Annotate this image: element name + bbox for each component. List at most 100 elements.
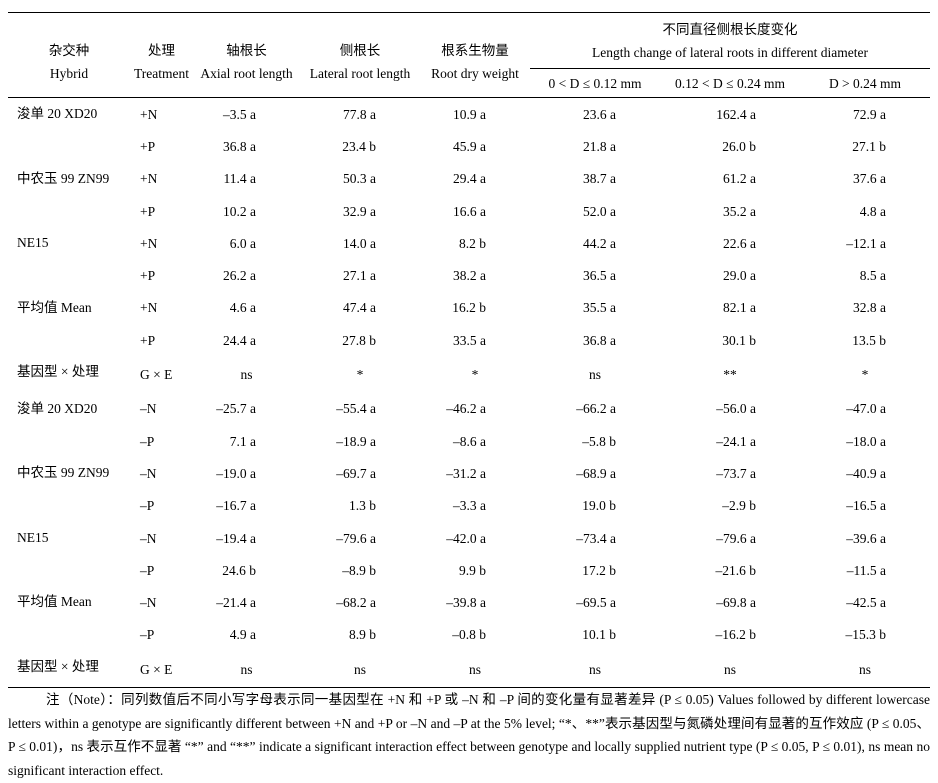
- value-cell: ns: [240, 367, 253, 383]
- treatment-cell: –N: [140, 530, 157, 546]
- header-row: 杂交种 Hybrid 处理 Treatment 轴根长 Axial root length…: [8, 12, 931, 81]
- table-body: 浚单 20 XD20 +N –3.5 a 77.8 a 10.9 a 23.6 a 162.…: [8, 98, 931, 688]
- value-cell: –21.4 a: [216, 595, 256, 611]
- hybrid-cell: NE15: [17, 235, 49, 251]
- value-cell: ns: [588, 367, 601, 383]
- treatment-cell: –P: [140, 562, 155, 578]
- value-cell: 38.2 a: [453, 268, 486, 284]
- value-cell: ns: [353, 661, 366, 677]
- value-cell: 52.0 a: [583, 203, 616, 219]
- treatment-cell: +P: [140, 138, 156, 154]
- value-cell: 30.1 b: [722, 332, 756, 348]
- value-cell: 9.9 b: [459, 562, 486, 578]
- value-cell: –40.9 a: [846, 465, 887, 481]
- treatment-cell: G × E: [140, 661, 173, 677]
- value-cell: –39.8 a: [446, 595, 486, 611]
- value-cell: –25.7 a: [216, 401, 256, 417]
- value-cell: 27.1 b: [852, 138, 887, 154]
- value-cell: 38.7 a: [583, 171, 616, 187]
- value-cell: 22.6 a: [723, 235, 756, 251]
- treatment-cell: –P: [140, 498, 155, 514]
- diameter-header: D > 0.24 mm: [828, 75, 902, 91]
- value-cell: 13.5 b: [852, 332, 887, 348]
- value-cell: 8.9 b: [349, 627, 376, 643]
- header-zh: 杂交种: [48, 43, 90, 58]
- data-row: –P 7.1 a –18.9 a –8.6 a –5.8 b –24.1 a –18.0 a: [8, 425, 930, 457]
- diameter-header: 0 < D ≤ 0.12 mm: [548, 75, 642, 91]
- value-cell: –46.2 a: [446, 401, 486, 417]
- value-cell: –39.6 a: [846, 530, 887, 546]
- value-cell: –55.4 a: [336, 401, 376, 417]
- treatment-cell: +N: [140, 171, 158, 187]
- treatment-cell: +N: [140, 106, 158, 122]
- data-row: +P 26.2 a 27.1 a 38.2 a 36.5 a 29.0 a 8.5 a: [8, 259, 930, 291]
- value-cell: 4.9 a: [229, 627, 256, 643]
- value-cell: –19.0 a: [216, 465, 256, 481]
- data-row: –P 24.6 b –8.9 b 9.9 b 17.2 b –21.6 b –11.5 a: [8, 554, 930, 586]
- value-cell: –16.2 b: [715, 627, 757, 643]
- value-cell: –42.0 a: [446, 530, 486, 546]
- hybrid-cell: 基因型 × 处理: [17, 659, 99, 675]
- value-cell: –79.6 a: [716, 530, 756, 546]
- data-row: +P 24.4 a 27.8 b 33.5 a 36.8 a 30.1 b 13.5 b: [8, 324, 930, 356]
- value-cell: 72.9 a: [853, 106, 887, 122]
- header-cell: 处理 Treatment: [130, 13, 193, 98]
- value-cell: –24.1 a: [716, 433, 756, 449]
- value-cell: 32.9 a: [343, 203, 376, 219]
- value-cell: ns: [240, 661, 253, 677]
- value-cell: 44.2 a: [583, 235, 616, 251]
- value-cell: –16.7 a: [216, 498, 256, 514]
- header-zh: 处理: [148, 43, 175, 58]
- value-cell: –11.5 a: [846, 562, 887, 578]
- header-en: Treatment: [134, 66, 189, 81]
- table-note: 注（Note）：同列数值后不同小写字母表示同一基因型在 +N 和 +P 或 –N…: [8, 692, 930, 778]
- value-cell: –16.5 a: [846, 498, 887, 514]
- treatment-cell: G × E: [140, 367, 173, 383]
- value-cell: 10.2 a: [223, 203, 256, 219]
- value-cell: –5.8 b: [582, 433, 616, 449]
- value-cell: 36.8 a: [223, 138, 256, 154]
- value-cell: 35.2 a: [723, 203, 756, 219]
- value-cell: 24.4 a: [223, 332, 256, 348]
- treatment-cell: –P: [140, 627, 155, 643]
- hybrid-cell: 基因型 × 处理: [17, 364, 99, 380]
- value-cell: 29.4 a: [453, 171, 486, 187]
- header-cell: 侧根长 Lateral root length: [300, 13, 420, 98]
- value-cell: –31.2 a: [446, 465, 486, 481]
- value-cell: –2.9 b: [722, 498, 756, 514]
- data-row: 中农玉 99 ZN99 +N 11.4 a 50.3 a 29.4 a 38.7 a 61.…: [8, 163, 930, 195]
- group-header: 不同直径侧根长度变化 Length change of lateral roots…: [530, 12, 931, 69]
- value-cell: 33.5 a: [453, 332, 486, 348]
- header-en: Axial root length: [200, 66, 293, 81]
- value-cell: –66.2 a: [576, 401, 616, 417]
- value-cell: 162.4 a: [716, 106, 756, 122]
- value-cell: ns: [468, 661, 481, 677]
- value-cell: 4.8 a: [859, 203, 887, 219]
- table-header: 杂交种 Hybrid 处理 Treatment 轴根长 Axial root length…: [8, 12, 931, 98]
- header-zh: 不同直径侧根长度变化: [662, 21, 798, 37]
- data-row: –P 4.9 a 8.9 b –0.8 b 10.1 b –16.2 b –15.3 b: [8, 619, 930, 651]
- value-cell: ns: [588, 661, 601, 677]
- value-cell: 32.8 a: [853, 300, 887, 316]
- value-cell: 4.6 a: [229, 300, 256, 316]
- value-cell: 14.0 a: [343, 235, 376, 251]
- treatment-cell: +N: [140, 300, 158, 316]
- treatment-cell: +N: [140, 235, 158, 251]
- value-cell: *: [861, 367, 869, 383]
- value-cell: –69.5 a: [576, 595, 616, 611]
- value-cell: 23.4 b: [342, 138, 376, 154]
- value-cell: –19.4 a: [216, 530, 256, 546]
- value-cell: 6.0 a: [229, 235, 256, 251]
- diameter-header: 0.12 < D ≤ 0.24 mm: [675, 75, 785, 91]
- header-row: 0 < D ≤ 0.12 mm 0.12 < D ≤ 0.24 mm D > 0.2…: [8, 69, 930, 98]
- hybrid-cell: 中农玉 99 ZN99: [17, 170, 110, 186]
- value-cell: –69.7 a: [336, 465, 376, 481]
- treatment-cell: –N: [140, 401, 157, 417]
- value-cell: –8.9 b: [342, 562, 376, 578]
- value-cell: *: [356, 367, 364, 383]
- value-cell: 61.2 a: [723, 171, 756, 187]
- header-en: Length change of lateral roots in differ…: [592, 44, 869, 60]
- header-cell: 根系生物量 Root dry weight: [420, 13, 530, 98]
- value-cell: –0.8 b: [452, 627, 486, 643]
